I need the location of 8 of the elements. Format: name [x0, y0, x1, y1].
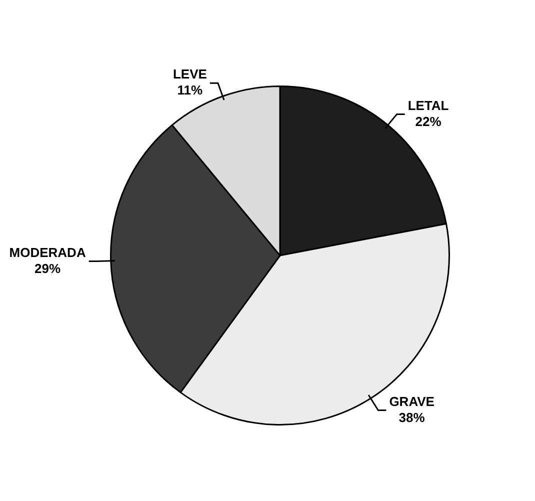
data-label: 22%: [415, 114, 442, 129]
slice-label: GRAVE: [389, 394, 435, 409]
slice-label: LEVE: [172, 66, 208, 82]
slice-label: LETAL: [408, 98, 449, 113]
data-label: 29%: [34, 260, 62, 276]
data-label: 38%: [398, 410, 426, 425]
data-label: 11%: [177, 82, 204, 98]
slice-label: MODERADA: [9, 244, 86, 260]
